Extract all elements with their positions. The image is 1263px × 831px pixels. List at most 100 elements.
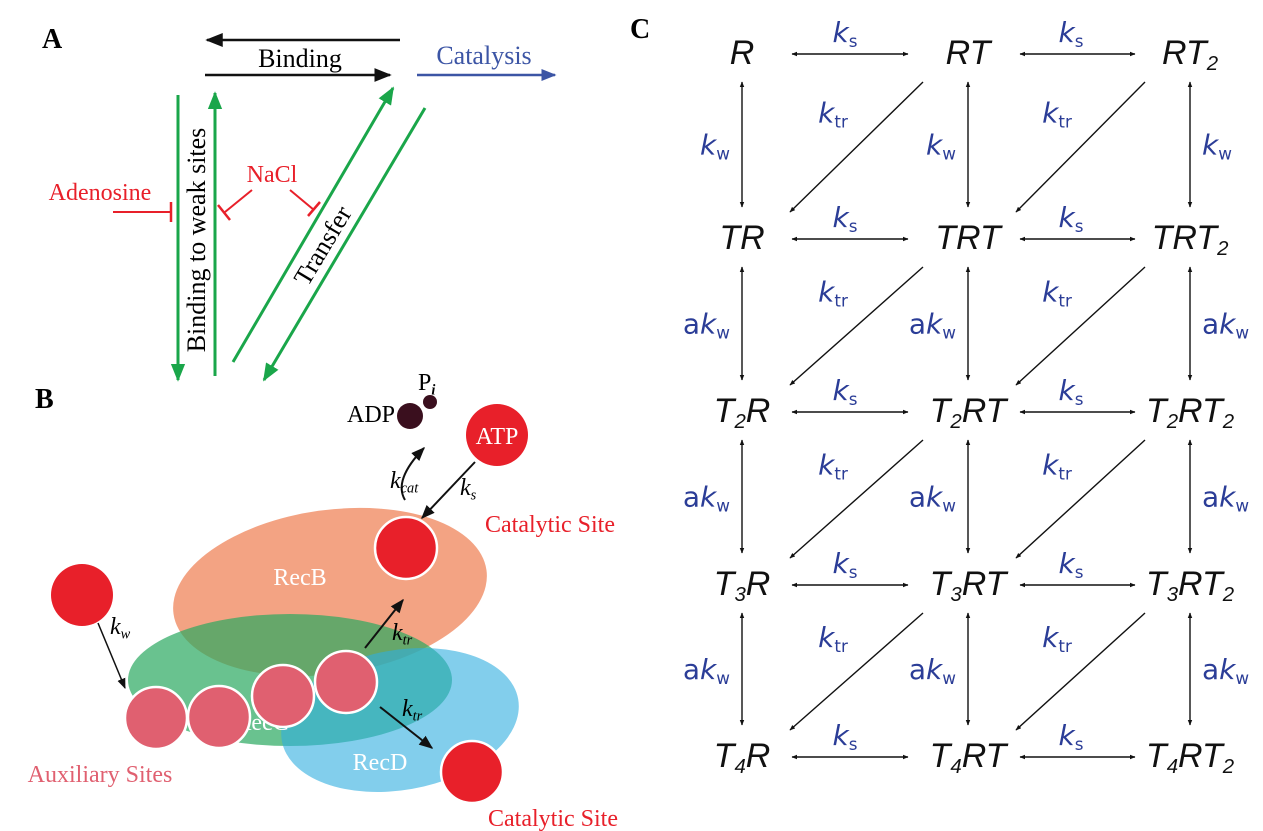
text-part: k <box>460 475 471 501</box>
text-part: w <box>716 668 730 688</box>
state-node: R <box>730 34 755 72</box>
rate-label: kw <box>926 129 956 164</box>
text-part: 3 <box>1167 584 1179 606</box>
text-part: tr <box>1058 112 1072 132</box>
catalytic-site-label: Catalytic Site <box>488 806 618 831</box>
text-part: a <box>1202 481 1219 514</box>
text-part: tr <box>1058 464 1072 484</box>
panel-b: B RecB RecC RecD ATP ADP Pi kcat ks Cata… <box>28 370 618 831</box>
rate-label: ks <box>833 547 858 582</box>
state-node: TR <box>719 219 764 257</box>
catalytic-site <box>375 517 437 579</box>
text-part: s <box>471 487 477 503</box>
inhibitor <box>218 205 230 220</box>
text-part: T <box>1146 392 1169 430</box>
text-part: TRT <box>935 219 1003 257</box>
auxiliary-site <box>125 687 187 749</box>
text-part: 2 <box>1222 411 1235 433</box>
text-part: 3 <box>950 584 962 606</box>
text-part: R <box>746 737 771 775</box>
text-part: w <box>942 496 956 516</box>
text-part: k <box>390 468 401 494</box>
text-part: TR <box>719 219 764 257</box>
adp-molecule <box>397 403 423 429</box>
rate-label: ks <box>1059 547 1084 582</box>
rate-label: akw <box>1202 481 1249 516</box>
text-part: a <box>909 481 926 514</box>
text-part: RT <box>962 737 1009 775</box>
arrow <box>790 82 923 212</box>
text-part: RT <box>1178 565 1225 603</box>
text-part: R <box>730 34 755 72</box>
text-part: tr <box>1058 636 1072 656</box>
panel-label: B <box>35 384 54 415</box>
panel-a: A Binding Catalysis Binding to weak site… <box>42 24 555 380</box>
state-node: T4RT2 <box>1146 737 1235 778</box>
catalytic-site-label: Catalytic Site <box>485 512 615 538</box>
text-part: 4 <box>1167 756 1178 778</box>
rate-label: akw <box>683 308 730 343</box>
rate-label: ktr <box>818 449 848 484</box>
text-part: 4 <box>950 756 961 778</box>
rate-label: ks <box>1059 201 1084 236</box>
catalytic-site <box>441 741 503 803</box>
text-part: w <box>1218 144 1232 164</box>
atp-molecule <box>51 564 113 626</box>
adenosine-label: Adenosine <box>49 180 152 206</box>
rate-label: akw <box>1202 653 1249 688</box>
figure: A Binding Catalysis Binding to weak site… <box>0 0 1263 831</box>
text-part: T <box>714 737 737 775</box>
text-part: 3 <box>734 584 746 606</box>
state-node: T4R <box>714 737 771 778</box>
state-node: T2RT2 <box>1146 392 1235 433</box>
text-part: s <box>1075 562 1084 582</box>
text-part: a <box>683 308 700 341</box>
adp-label: ADP <box>347 402 395 428</box>
recd-label: RecD <box>353 750 408 776</box>
text-part: w <box>1235 668 1249 688</box>
inhibitor <box>225 190 252 212</box>
text-part: s <box>1075 734 1084 754</box>
inhibitor <box>290 190 314 210</box>
arrow <box>790 267 923 385</box>
state-node: TRT <box>935 219 1003 257</box>
state-node: T3R <box>714 565 771 606</box>
rate-label: ks <box>833 16 858 51</box>
text-part: T <box>714 565 737 603</box>
text-part: tr <box>834 464 848 484</box>
arrow <box>790 440 923 558</box>
rate-label: akw <box>909 308 956 343</box>
text-part: RT <box>962 392 1009 430</box>
text-part: tr <box>834 112 848 132</box>
text-part: tr <box>834 636 848 656</box>
text-part: RT <box>962 565 1009 603</box>
kw-label: kw <box>110 614 131 642</box>
text-part: a <box>1202 653 1219 686</box>
text-part: tr <box>413 708 423 724</box>
text-part: 2 <box>1216 238 1229 260</box>
state-node: T4RT <box>930 737 1009 778</box>
rate-label: ktr <box>818 97 848 132</box>
text-part: s <box>849 389 858 409</box>
text-part: R <box>746 565 771 603</box>
auxiliary-sites-label: Auxiliary Sites <box>28 762 173 788</box>
text-part: s <box>1075 31 1084 51</box>
rate-label: akw <box>683 481 730 516</box>
text-part: s <box>1075 389 1084 409</box>
text-part: T <box>930 737 953 775</box>
text-part: w <box>942 323 956 343</box>
text-part: tr <box>1058 291 1072 311</box>
text-part: T <box>930 392 953 430</box>
panel-label: C <box>630 14 650 45</box>
rate-label: ktr <box>1042 276 1072 311</box>
text-part: s <box>849 734 858 754</box>
text-part: RT <box>946 34 993 72</box>
text-part: w <box>121 626 131 642</box>
arrow <box>1016 613 1145 730</box>
arrow <box>790 613 923 730</box>
text-part: T <box>1146 565 1169 603</box>
rate-label: ks <box>1059 374 1084 409</box>
rate-label: ks <box>1059 719 1084 754</box>
text-part: RT <box>1178 737 1225 775</box>
